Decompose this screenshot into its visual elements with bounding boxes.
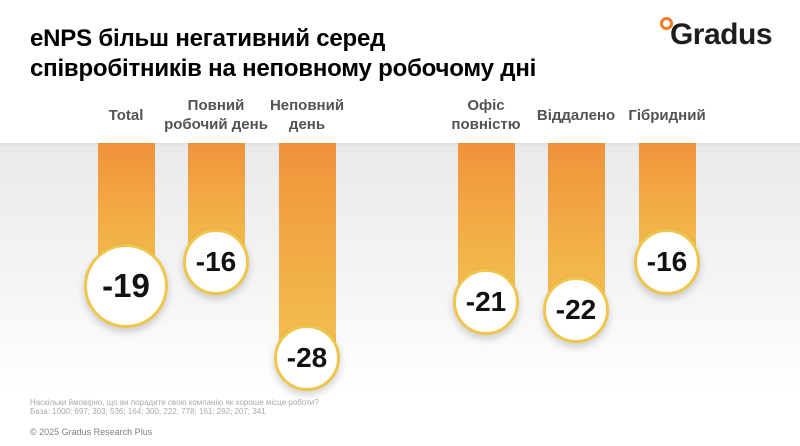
- category-label-0: Total: [108, 106, 144, 124]
- page-title-line2: співробітників на неповному робочому дні: [30, 55, 537, 82]
- category-label-2: Неповний день: [269, 97, 345, 133]
- sample-base: База: 1000; 697; 303; 536; 164; 300; 222…: [30, 407, 266, 416]
- copyright-note: © 2025 Gradus Research Plus: [30, 427, 153, 437]
- category-label-5: Гібридний: [628, 106, 706, 124]
- page-title-line1: eNPS більш негативний серед: [30, 25, 386, 52]
- category-label-1: Повний робочий день: [164, 97, 268, 133]
- page-title: eNPS більш негативний серед співробітник…: [30, 24, 536, 84]
- category-label-3: Офіс повністю: [451, 97, 521, 133]
- bar-2: [278, 143, 336, 358]
- survey-question: Наскільки ймовірно, що ви порадите свою …: [30, 398, 319, 407]
- value-bubble-1: -16: [183, 229, 249, 295]
- value-bubble-5: -16: [634, 229, 700, 295]
- category-label-4: Віддалено: [536, 106, 616, 124]
- gradus-logo: Gradus: [659, 16, 773, 54]
- value-bubble-3: -21: [453, 269, 519, 335]
- gradus-ring-icon: [659, 17, 673, 30]
- value-bubble-0: -19: [84, 244, 168, 328]
- chart-area: -19 -16 -28 -21 -22 -16: [0, 143, 800, 391]
- value-bubble-2: -28: [274, 325, 340, 391]
- chart-footnote: Наскільки ймовірно, що ви порадите свою …: [30, 398, 319, 416]
- value-bubble-4: -22: [543, 277, 609, 343]
- gradus-logo-text: Gradus: [669, 18, 773, 51]
